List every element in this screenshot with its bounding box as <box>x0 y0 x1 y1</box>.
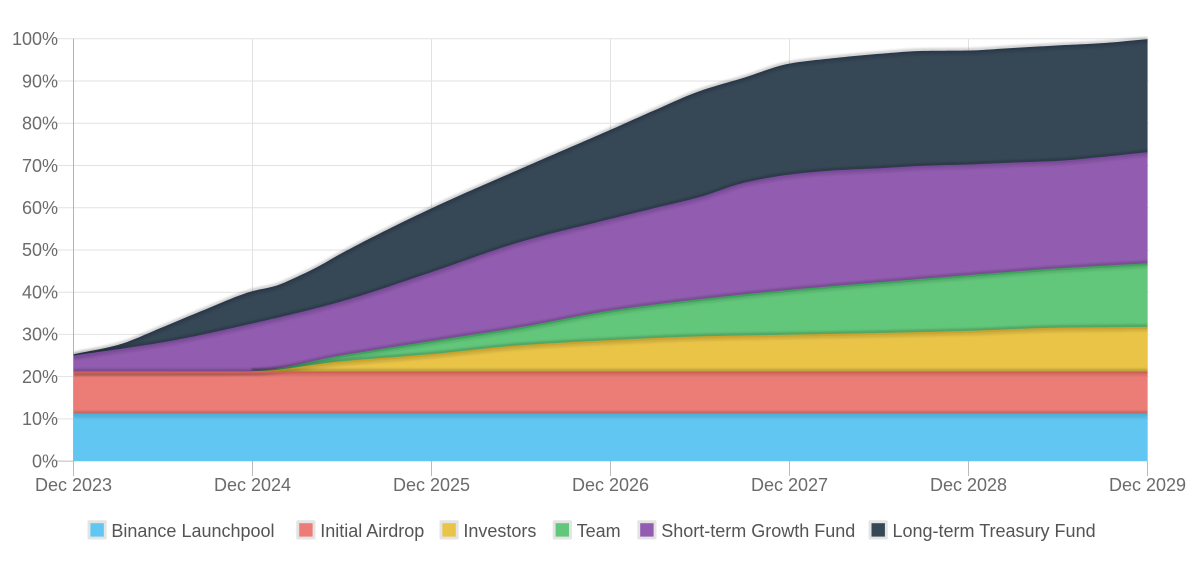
svg-text:90%: 90% <box>22 71 58 91</box>
svg-text:50%: 50% <box>22 240 58 260</box>
svg-text:Team: Team <box>577 521 621 541</box>
svg-text:10%: 10% <box>22 409 58 429</box>
svg-text:0%: 0% <box>32 451 58 471</box>
svg-text:Binance Launchpool: Binance Launchpool <box>111 521 274 541</box>
svg-text:40%: 40% <box>22 283 58 303</box>
svg-text:Investors: Investors <box>463 521 536 541</box>
svg-text:20%: 20% <box>22 367 58 387</box>
svg-text:Dec 2028: Dec 2028 <box>930 475 1007 495</box>
svg-text:Short-term Growth Fund: Short-term Growth Fund <box>661 521 855 541</box>
svg-text:80%: 80% <box>22 114 58 134</box>
svg-text:Long-term Treasury Fund: Long-term Treasury Fund <box>893 521 1096 541</box>
svg-text:Dec 2024: Dec 2024 <box>214 475 291 495</box>
svg-text:Dec 2025: Dec 2025 <box>393 475 470 495</box>
svg-text:Dec 2029: Dec 2029 <box>1109 475 1186 495</box>
svg-text:Initial Airdrop: Initial Airdrop <box>320 521 424 541</box>
svg-text:100%: 100% <box>12 29 58 49</box>
svg-text:Dec 2027: Dec 2027 <box>751 475 828 495</box>
svg-text:70%: 70% <box>22 156 58 176</box>
svg-text:Dec 2023: Dec 2023 <box>35 475 112 495</box>
svg-text:60%: 60% <box>22 198 58 218</box>
svg-text:Dec 2026: Dec 2026 <box>572 475 649 495</box>
svg-text:30%: 30% <box>22 325 58 345</box>
